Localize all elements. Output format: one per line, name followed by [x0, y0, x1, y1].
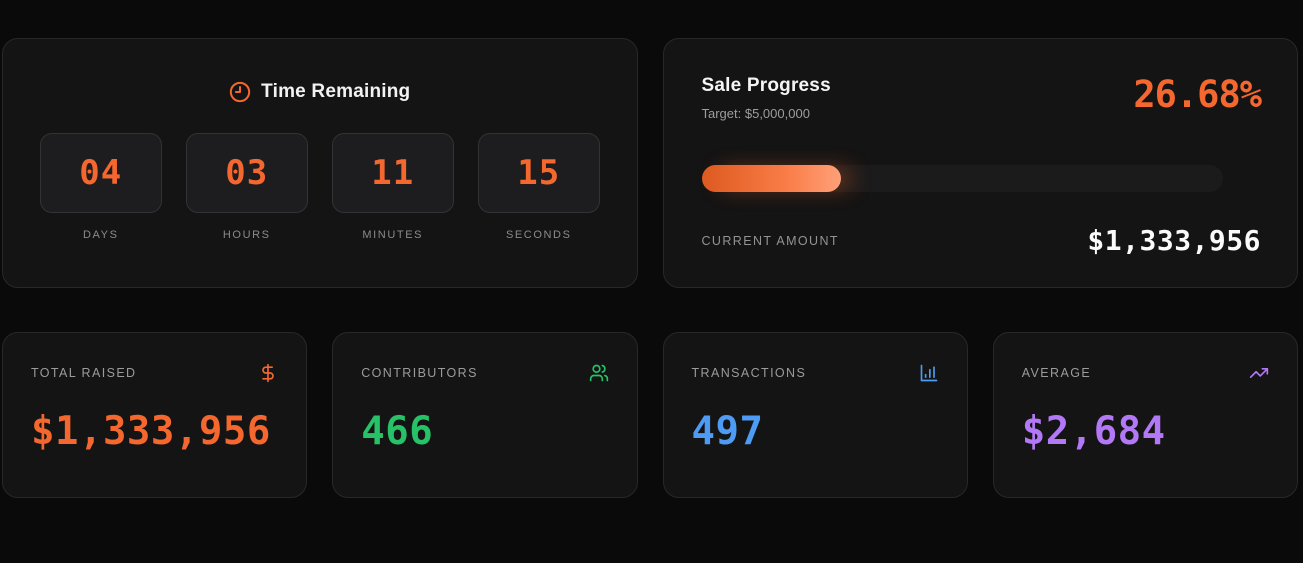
clock-icon [229, 81, 251, 103]
sale-target-label: Target: $5,000,000 [701, 106, 810, 121]
countdown-unit-minutes: 11 MINUTES [331, 133, 454, 241]
total-raised-label: TOTAL RAISED [31, 366, 137, 380]
contributors-header: CONTRIBUTORS [361, 363, 608, 383]
countdown-header: Time Remaining [3, 81, 637, 103]
average-value: $2,684 [1021, 409, 1166, 454]
bar-chart-icon [919, 363, 939, 383]
current-amount-label: CURRENT AMOUNT [701, 233, 839, 248]
countdown-unit-seconds: 15 SECONDS [477, 133, 600, 241]
transactions-label: TRANSACTIONS [691, 366, 807, 380]
progress-fill [701, 165, 841, 192]
transactions-value: 497 [691, 409, 764, 454]
sale-percent-value: 26.68% [1133, 73, 1262, 116]
progress-bar-track [701, 165, 1223, 192]
sale-progress-title: Sale Progress [701, 75, 831, 96]
countdown-minutes-value: 11 [331, 133, 454, 213]
contributors-label: CONTRIBUTORS [361, 366, 478, 380]
countdown-unit-hours: 03 HOURS [185, 133, 308, 241]
current-amount-value: $1,333,956 [1087, 224, 1261, 257]
sale-progress-card: Sale Progress Target: $5,000,000 26.68% … [662, 38, 1298, 288]
users-icon [589, 363, 609, 383]
transactions-card: TRANSACTIONS 497 [662, 332, 968, 498]
sale-progress-titles: Sale Progress Target: $5,000,000 [702, 75, 831, 121]
contributors-value: 466 [361, 409, 434, 454]
countdown-seconds-label: SECONDS [505, 229, 572, 241]
contributors-card: CONTRIBUTORS 466 [332, 332, 638, 498]
countdown-title: Time Remaining [261, 81, 411, 102]
current-amount-row: CURRENT AMOUNT $1,333,956 [702, 224, 1262, 257]
average-label: AVERAGE [1021, 366, 1092, 380]
transactions-header: TRANSACTIONS [692, 363, 939, 383]
average-card: AVERAGE $2,684 [992, 332, 1298, 498]
time-remaining-card: Time Remaining 04 DAYS 03 HOURS 11 MINUT… [2, 38, 638, 288]
average-header: AVERAGE [1022, 363, 1269, 383]
countdown-unit-days: 04 DAYS [39, 133, 162, 241]
countdown-hours-value: 03 [185, 133, 308, 213]
countdown-days-label: DAYS [82, 229, 119, 241]
countdown-minutes-label: MINUTES [362, 229, 424, 241]
total-raised-header: TOTAL RAISED [31, 363, 278, 383]
countdown-seconds-value: 15 [477, 133, 600, 213]
dashboard-grid: Time Remaining 04 DAYS 03 HOURS 11 MINUT… [2, 38, 1298, 498]
countdown-days-value: 04 [39, 133, 162, 213]
countdown-units: 04 DAYS 03 HOURS 11 MINUTES 15 SECONDS [3, 133, 637, 241]
dollar-sign-icon [258, 363, 278, 383]
countdown-hours-label: HOURS [222, 229, 271, 241]
sale-progress-header: Sale Progress Target: $5,000,000 26.68% [702, 73, 1262, 121]
total-raised-card: TOTAL RAISED $1,333,956 [2, 332, 308, 498]
total-raised-value: $1,333,956 [31, 409, 271, 454]
trending-up-icon [1249, 363, 1269, 383]
